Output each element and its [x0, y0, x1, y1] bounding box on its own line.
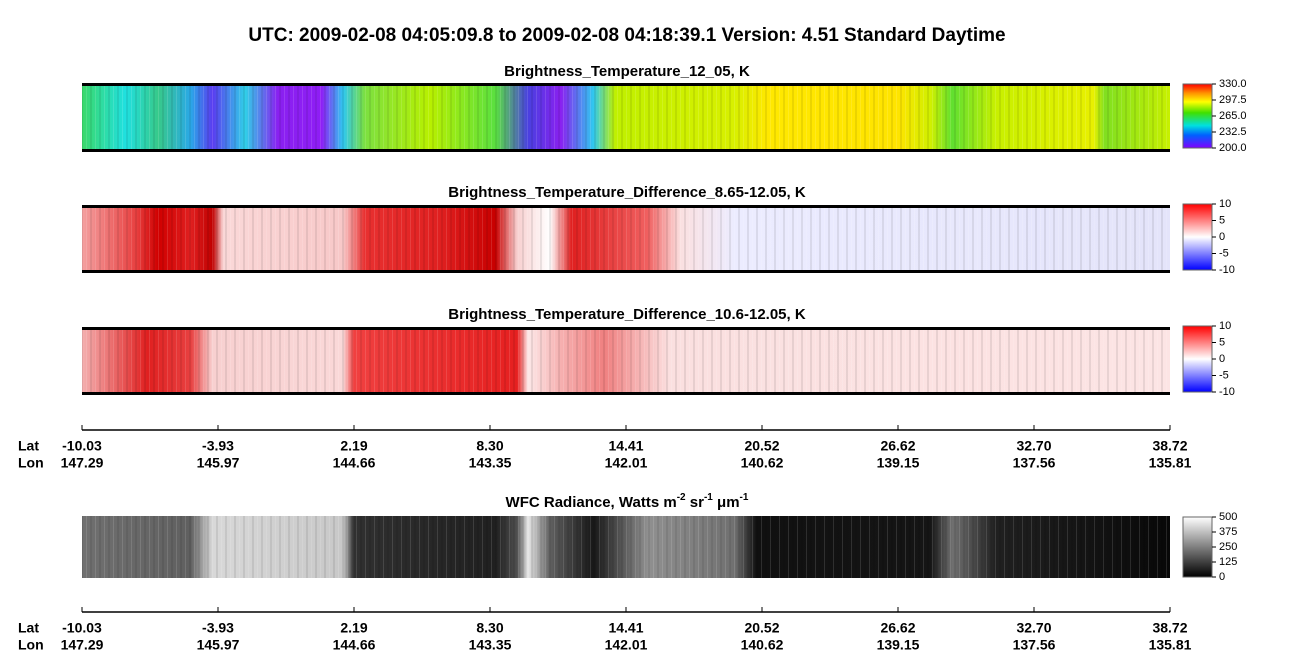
lat-value: -3.93	[202, 438, 234, 454]
colorbar-label: 200.0	[1219, 142, 1247, 154]
lon-value: 143.35	[469, 455, 512, 471]
lon-value: 143.35	[469, 637, 512, 653]
colorbar-label: -10	[1219, 386, 1235, 398]
panel-texture	[82, 86, 1170, 150]
lon-value: 139.15	[877, 637, 920, 653]
lon-value: 147.29	[61, 455, 104, 471]
title-part: μm	[713, 494, 740, 511]
border	[82, 392, 1170, 395]
colorbar	[1182, 203, 1213, 271]
colorbar-label: 10	[1219, 320, 1231, 332]
panel-title: Brightness_Temperature_12_05, K	[504, 63, 750, 80]
title-sup: -1	[704, 492, 713, 503]
lat-value: 2.19	[340, 620, 367, 636]
panel-texture	[82, 330, 1170, 394]
colorbar	[1182, 83, 1213, 149]
border	[82, 149, 1170, 152]
colorbar-label: 375	[1219, 526, 1237, 538]
lat-value: 38.72	[1152, 438, 1187, 454]
lon-value: 145.97	[197, 455, 240, 471]
lat-value: 32.70	[1016, 620, 1051, 636]
lat-value: 32.70	[1016, 438, 1051, 454]
lon-value: 135.81	[1149, 455, 1192, 471]
lat-value: 2.19	[340, 438, 367, 454]
colorbar-label: 5	[1219, 336, 1225, 348]
lat-label: Lat	[18, 438, 39, 454]
colorbar-label: 500	[1219, 511, 1237, 523]
lon-value: 140.62	[741, 637, 784, 653]
panel-title: WFC Radiance, Watts m-2 sr-1 μm-1	[506, 492, 749, 511]
colorbar-label: 5	[1219, 214, 1225, 226]
colorbar-label: -5	[1219, 369, 1229, 381]
lat-value: -3.93	[202, 620, 234, 636]
colorbar-label: 0	[1219, 353, 1225, 365]
border	[82, 327, 1170, 330]
lon-value: 137.56	[1013, 455, 1056, 471]
panel-title: Brightness_Temperature_Difference_8.65-1…	[448, 184, 806, 201]
panel-texture	[82, 516, 1170, 578]
title-sup: -1	[740, 492, 749, 503]
colorbar-label: 125	[1219, 556, 1237, 568]
lon-value: 145.97	[197, 637, 240, 653]
colorbar-label: 265.0	[1219, 110, 1247, 122]
colorbar-label: 0	[1219, 571, 1225, 583]
panel-title: Brightness_Temperature_Difference_10.6-1…	[448, 306, 806, 323]
colorbar	[1182, 516, 1213, 578]
colorbar-label: 0	[1219, 231, 1225, 243]
lon-value: 140.62	[741, 455, 784, 471]
lon-value: 144.66	[333, 455, 376, 471]
colorbar-label: 10	[1219, 198, 1231, 210]
lat-value: 14.41	[608, 620, 643, 636]
lat-value: -10.03	[62, 438, 102, 454]
lat-value: 20.52	[744, 438, 779, 454]
lon-value: 139.15	[877, 455, 920, 471]
colorbar	[1182, 325, 1213, 393]
lon-value: 144.66	[333, 637, 376, 653]
lon-label: Lon	[18, 455, 44, 471]
colorbar-label: 297.5	[1219, 94, 1247, 106]
panel-texture	[82, 208, 1170, 272]
colorbar-label: 232.5	[1219, 126, 1247, 138]
lon-value: 147.29	[61, 637, 104, 653]
title-part: sr	[686, 494, 705, 511]
lon-value: 142.01	[605, 637, 648, 653]
lon-value: 135.81	[1149, 637, 1192, 653]
colorbar-label: -5	[1219, 247, 1229, 259]
border	[82, 270, 1170, 273]
lat-value: 8.30	[476, 620, 503, 636]
lat-value: 20.52	[744, 620, 779, 636]
lat-value: 26.62	[880, 620, 915, 636]
lat-label: Lat	[18, 620, 39, 636]
title-part: WFC Radiance, Watts m	[506, 494, 677, 511]
lat-value: 14.41	[608, 438, 643, 454]
border	[82, 83, 1170, 86]
border	[82, 205, 1170, 208]
page-title: UTC: 2009-02-08 04:05:09.8 to 2009-02-08…	[248, 25, 1005, 46]
lat-value: -10.03	[62, 620, 102, 636]
lat-value: 38.72	[1152, 620, 1187, 636]
lat-value: 26.62	[880, 438, 915, 454]
lon-value: 142.01	[605, 455, 648, 471]
title-sup: -2	[677, 492, 686, 503]
lon-value: 137.56	[1013, 637, 1056, 653]
lon-label: Lon	[18, 637, 44, 653]
colorbar-label: 330.0	[1219, 78, 1247, 90]
lat-value: 8.30	[476, 438, 503, 454]
colorbar-label: -10	[1219, 264, 1235, 276]
colorbar-label: 250	[1219, 541, 1237, 553]
